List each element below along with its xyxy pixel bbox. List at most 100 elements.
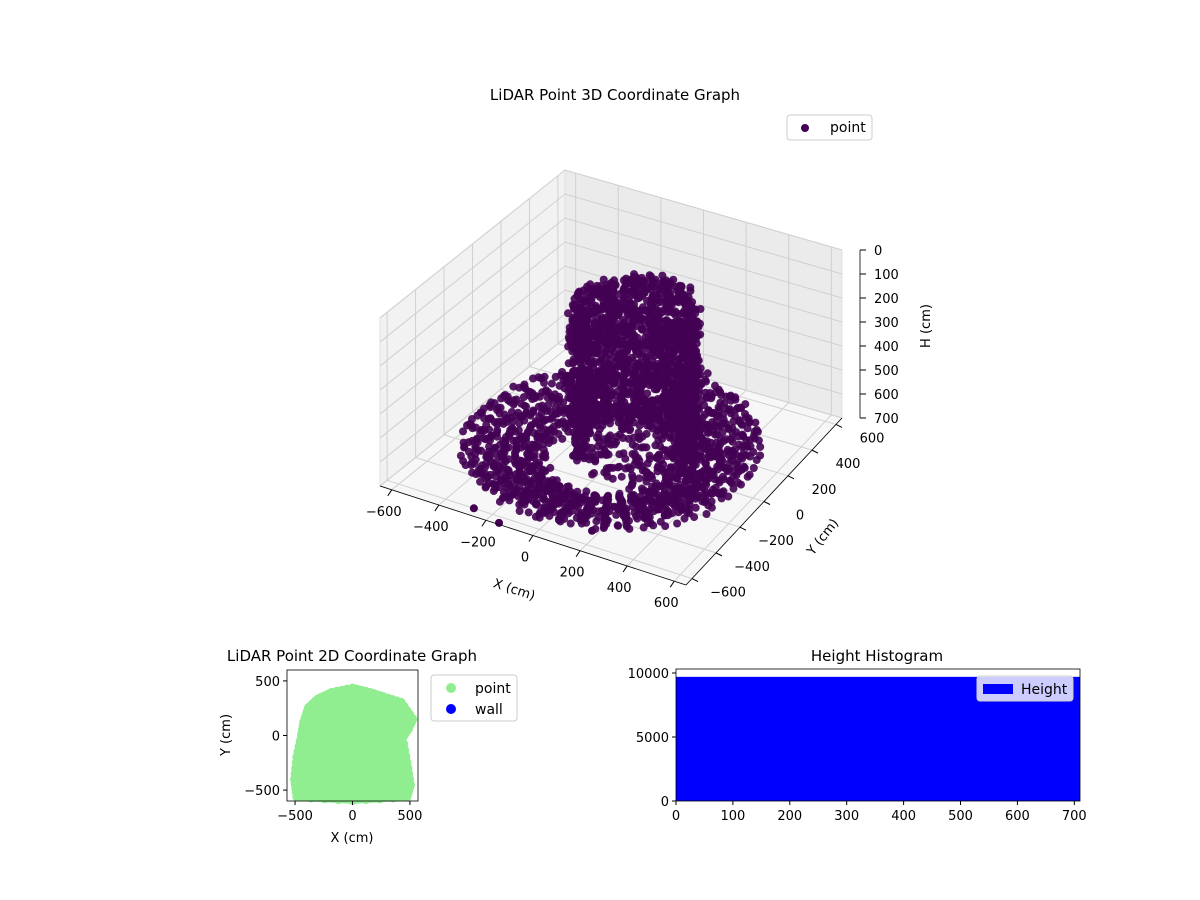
- chart-3d-point: [589, 285, 598, 294]
- chart-3d-point: [635, 293, 644, 302]
- chart-3d-point: [572, 447, 581, 456]
- chart-3d-gridline-z: [379, 241, 843, 391]
- chart-2d-title: LiDAR Point 2D Coordinate Graph: [227, 647, 477, 665]
- chart-3d-ticklabel-z: 400: [874, 340, 899, 355]
- chart-3d-point: [606, 419, 614, 428]
- chart-3d-point: [570, 294, 579, 303]
- chart-hist-ticklabel-x: 700: [1062, 809, 1087, 824]
- chart-3d-point: [697, 470, 706, 479]
- chart-3d-point: [692, 347, 701, 355]
- chart-3d-point: [632, 283, 641, 292]
- chart-hist-ticklabel-x: 200: [777, 809, 802, 824]
- chart-3d-point: [683, 340, 692, 349]
- chart-3d-point: [551, 409, 560, 418]
- chart-hist-title: Height Histogram: [811, 647, 943, 665]
- chart-3d-point: [753, 427, 762, 436]
- chart-3d-tick-x: [622, 565, 628, 573]
- chart-3d-point: [534, 461, 543, 470]
- chart-3d-point: [675, 417, 684, 426]
- chart-3d-ylabel: Y (cm): [804, 516, 842, 559]
- chart-3d-point: [594, 369, 603, 378]
- chart-3d-point: [666, 430, 674, 439]
- chart-3d-point: [533, 441, 542, 450]
- chart-2d-ticklabel-x: 0: [348, 809, 356, 824]
- chart-3d-ticklabel-y: 0: [796, 509, 804, 524]
- chart-3d-point: [588, 341, 597, 350]
- chart-3d-point: [680, 411, 689, 419]
- chart-3d-point: [582, 505, 591, 514]
- chart-3d-point: [645, 455, 654, 463]
- chart-3d-point: [628, 450, 637, 458]
- chart-3d-point: [481, 483, 490, 492]
- chart-3d-ticklabel-x: −400: [413, 520, 449, 535]
- chart-3d-point: [554, 516, 563, 524]
- chart-3d-tick-y: [715, 552, 723, 557]
- chart-3d-point: [630, 400, 639, 409]
- chart-3d-point: [670, 387, 678, 396]
- chart-3d-points: [456, 270, 765, 535]
- chart-3d-ticklabel-x: 400: [607, 581, 632, 596]
- chart-3d-point: [501, 457, 510, 466]
- chart-3d-point: [533, 500, 541, 509]
- chart-3d-point: [510, 457, 519, 466]
- chart-3d-point: [596, 340, 604, 349]
- chart-3d-point: [647, 367, 656, 376]
- chart-3d-point: [743, 472, 752, 481]
- chart-3d-point: [575, 424, 584, 433]
- chart-hist-ticklabel-x: 600: [1005, 809, 1030, 824]
- chart-3d-ticklabel-z: 600: [874, 388, 899, 403]
- chart-3d-ticklabel-y: −600: [710, 586, 746, 601]
- chart-3d-point: [725, 458, 734, 467]
- chart-3d-point: [623, 327, 632, 336]
- chart-3d-point: [702, 510, 711, 518]
- chart-3d-point: [675, 406, 683, 415]
- chart-3d-title: LiDAR Point 3D Coordinate Graph: [490, 86, 740, 104]
- chart-3d-point: [584, 413, 593, 422]
- chart-3d-point: [565, 335, 574, 344]
- chart-3d-point: [683, 456, 692, 465]
- chart-3d-point: [587, 359, 596, 368]
- chart-3d-point: [579, 331, 588, 340]
- chart-3d-point: [703, 428, 712, 437]
- chart-3d-point: [602, 413, 611, 422]
- chart-3d-point: [514, 426, 523, 435]
- chart-3d-point: [637, 443, 646, 452]
- chart-2d-point: [388, 792, 398, 803]
- chart-3d-point: [651, 441, 660, 450]
- chart-hist: Height Histogram 0 100 200 300 400 500 600 7000…: [628, 647, 1087, 824]
- chart-3d-point: [622, 513, 631, 522]
- chart-3d-point: [520, 416, 529, 425]
- chart-3d-point: [702, 480, 711, 489]
- chart-3d-point: [629, 357, 637, 366]
- chart-3d-point: [612, 357, 620, 366]
- chart-3d-point: [529, 490, 538, 499]
- chart-3d-point: [633, 514, 642, 523]
- chart-3d-point: [729, 472, 738, 481]
- chart-hist-legend: Height: [976, 675, 1074, 702]
- chart-3d-point: [661, 387, 670, 396]
- chart-3d-point: [523, 427, 532, 436]
- chart-3d-point: [605, 350, 614, 359]
- chart-3d-point: [547, 379, 556, 388]
- chart-2d-point: [401, 791, 412, 802]
- chart-3d-point: [635, 421, 644, 430]
- chart-3d-point: [696, 426, 705, 435]
- chart-3d-ticklabel-z: 200: [874, 292, 899, 307]
- chart-3d-point: [680, 514, 689, 523]
- chart-3d-point: [669, 351, 678, 360]
- chart-3d-point: [647, 299, 655, 307]
- chart-3d-point: [694, 377, 703, 386]
- chart-3d-point: [660, 487, 669, 496]
- chart-3d-point: [573, 456, 581, 465]
- chart-3d-point: [635, 461, 643, 470]
- chart-3d-point: [620, 353, 629, 362]
- chart-3d-point: [546, 463, 555, 472]
- chart-3d-tick-y: [787, 475, 795, 480]
- chart-3d-point: [619, 449, 628, 458]
- chart-3d-point: [674, 430, 682, 439]
- chart-3d-point: [691, 503, 700, 512]
- chart-3d-point: [712, 411, 721, 420]
- chart-3d-point: [749, 464, 758, 472]
- chart-2d-point: [306, 792, 317, 803]
- chart-3d-point: [528, 452, 537, 461]
